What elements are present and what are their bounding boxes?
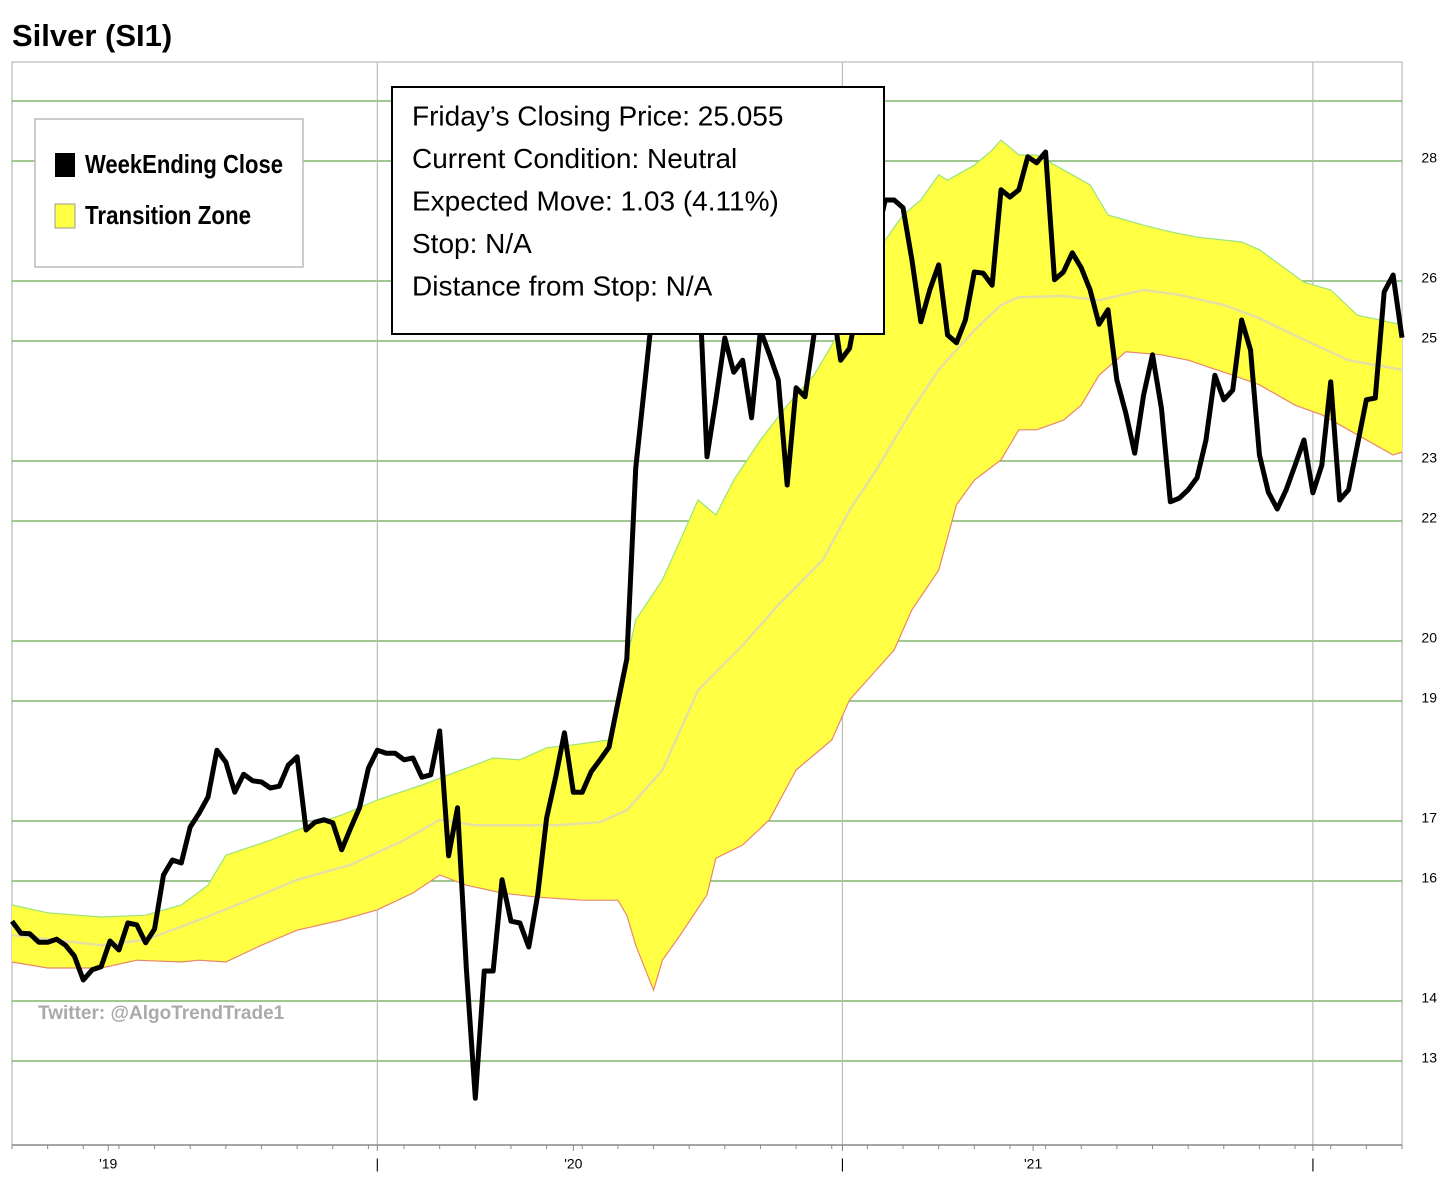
x-tick-label: '21 <box>1024 1156 1042 1172</box>
chart-title: Silver (SI1) <box>12 18 172 53</box>
legend-swatch <box>55 153 75 177</box>
x-tick-label: | <box>841 1156 845 1172</box>
info-line: Stop: N/A <box>412 228 532 259</box>
y-tick-label: 16 <box>1421 870 1437 886</box>
info-line: Current Condition: Neutral <box>412 143 737 174</box>
y-tick-label: 17 <box>1421 810 1437 826</box>
legend-swatch <box>54 203 76 229</box>
legend-label: WeekEnding Close <box>85 149 283 179</box>
y-tick-label: 13 <box>1421 1050 1437 1066</box>
band-lower <box>11 351 1403 993</box>
y-tick-label: 26 <box>1421 270 1437 286</box>
close-line <box>9 147 1405 1101</box>
transition-zone <box>12 140 1402 991</box>
info-line: Expected Move: 1.03 (4.11%) <box>412 185 779 216</box>
legend-box <box>34 118 304 268</box>
y-tick-label: 25 <box>1421 330 1437 346</box>
y-tick-label: 22 <box>1421 510 1437 526</box>
watermark: Twitter: @AlgoTrendTrade1 <box>38 1003 285 1024</box>
info-line: Distance from Stop: N/A <box>412 270 713 301</box>
info-box <box>391 86 885 335</box>
x-tick-label: '19 <box>99 1156 117 1172</box>
x-tick-label: '20 <box>564 1156 582 1172</box>
y-tick-label: 23 <box>1421 450 1437 466</box>
y-tick-label: 14 <box>1421 990 1437 1006</box>
y-tick-label: 20 <box>1421 630 1437 646</box>
legend-label: Transition Zone <box>85 200 251 230</box>
x-tick-label: | <box>1311 1156 1315 1172</box>
band-center <box>11 288 1403 947</box>
x-tick-label: | <box>376 1156 380 1172</box>
y-tick-label: 28 <box>1421 150 1437 166</box>
info-line: Friday’s Closing Price: 25.055 <box>412 100 783 131</box>
y-tick-label: 19 <box>1421 690 1437 706</box>
